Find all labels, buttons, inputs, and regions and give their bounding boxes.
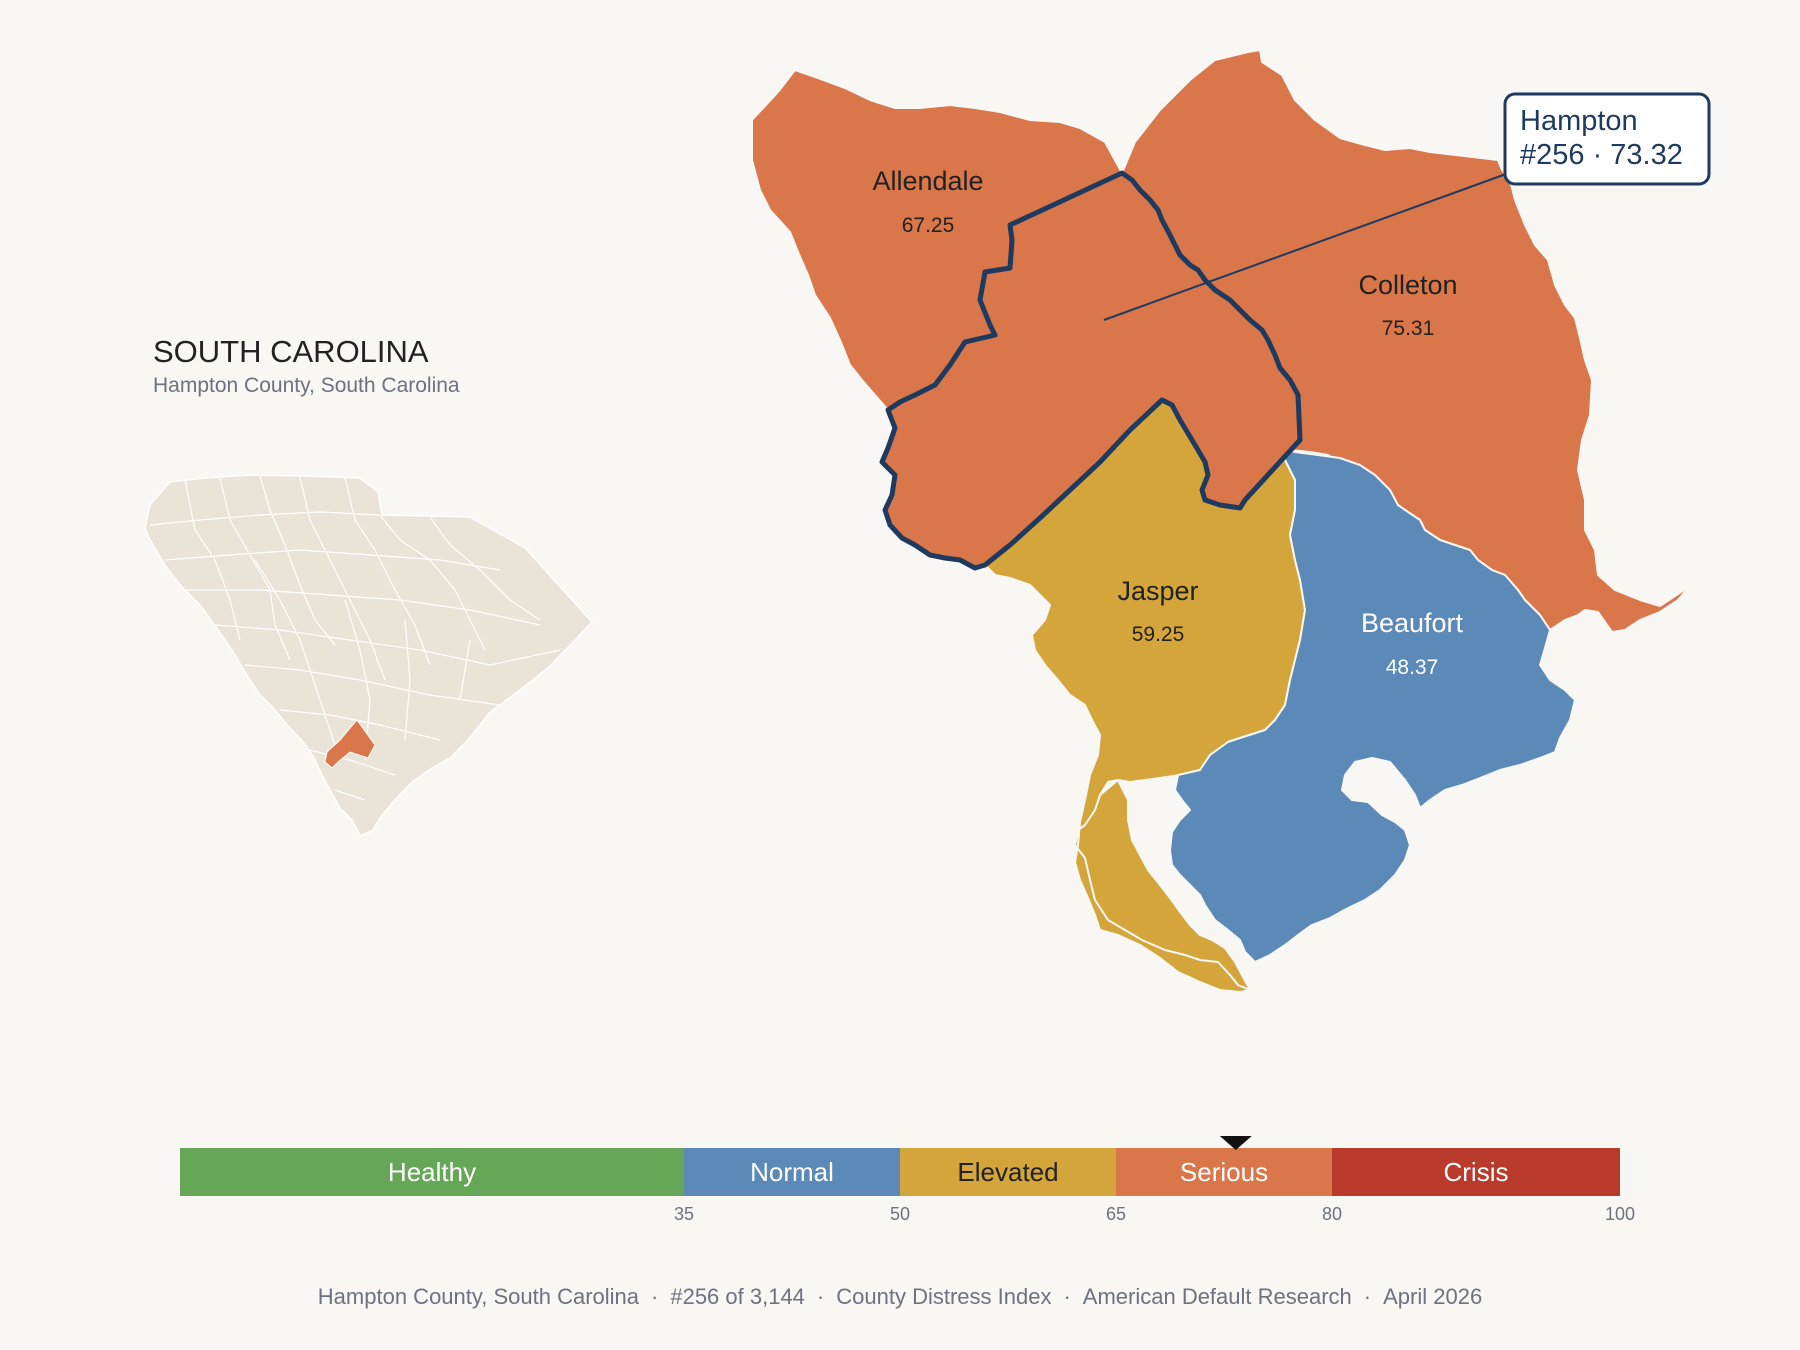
legend-tick-80: 80 [1322,1204,1342,1224]
legend-tick-65: 65 [1106,1204,1126,1224]
label-jasper-score: 59.25 [1132,623,1185,646]
label-allendale-score: 67.25 [902,214,955,237]
county-hampton[interactable] [879,170,1303,571]
legend-segment-healthy [180,1148,684,1196]
state-title: SOUTH CAROLINA [153,334,429,369]
legend-label-serious: Serious [1180,1157,1268,1187]
legend-segment-normal [684,1148,900,1196]
footer-separator: · [1363,1284,1372,1309]
county-borders [149,475,561,801]
callout-rank-score: #256 · 73.32 [1520,139,1683,171]
footer: Hampton County, South Carolina · #256 of 3… [0,1284,1800,1310]
state-inset-map [144,474,594,837]
callout-county-name: Hampton [1520,105,1638,137]
state-outline [144,474,594,837]
legend-segment-elevated [900,1148,1116,1196]
legend-marker [1219,1136,1252,1150]
footer-part: Hampton County, South Carolina [317,1284,640,1309]
legend-label-elevated: Elevated [957,1157,1058,1187]
label-jasper-name: Jasper [1117,576,1198,606]
label-beaufort-name: Beaufort [1361,608,1464,638]
label-colleton-score: 75.31 [1382,317,1435,340]
footer-separator: · [1063,1284,1071,1309]
legend-tick-100: 100 [1605,1204,1635,1224]
footer-part: #256 of 3,144 [670,1284,805,1309]
hampton-callout: Hampton #256 · 73.32 [1103,92,1711,321]
label-allendale-name: Allendale [872,166,983,196]
distress-legend: Healthy Normal Elevated Serious Crisis 35 50 65… [180,1136,1635,1224]
legend-segment-serious [1116,1148,1332,1196]
footer-part: American Default Research [1082,1284,1352,1309]
label-colleton-name: Colleton [1358,270,1457,300]
legend-tick-35: 35 [674,1204,694,1224]
footer-part: County Distress Index [836,1284,1052,1309]
footer-part: April 2026 [1383,1284,1483,1309]
legend-segment-crisis [1332,1148,1620,1196]
legend-label-healthy: Healthy [388,1157,476,1187]
county-beaufort[interactable] [1169,444,1576,963]
legend-label-normal: Normal [750,1157,834,1187]
callout-leader-line [1103,173,1507,321]
label-beaufort-score: 48.37 [1386,656,1439,679]
state-subtitle: Hampton County, South Carolina [153,374,460,397]
footer-separator: · [651,1284,659,1309]
hampton-inset-highlight [324,719,376,769]
county-labels: Allendale 67.25 Colleton 75.31 Jasper 59… [872,166,1463,679]
county-map [751,49,1691,993]
legend-tick-50: 50 [890,1204,910,1224]
callout-box [1503,92,1711,186]
legend-label-crisis: Crisis [1444,1157,1509,1187]
footer-separator: · [816,1284,825,1309]
